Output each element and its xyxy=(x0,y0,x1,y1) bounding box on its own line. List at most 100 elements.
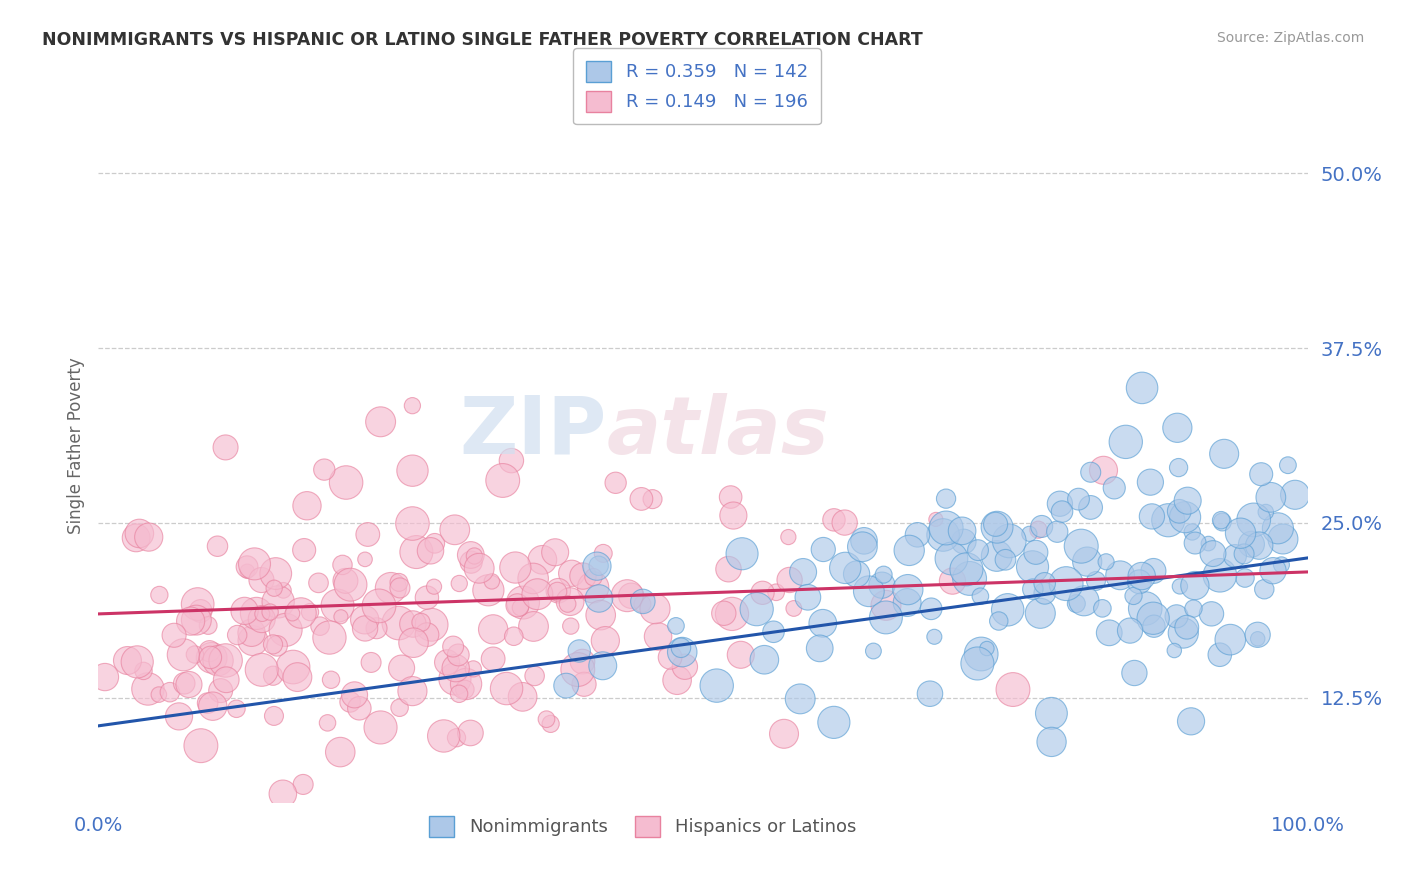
Point xyxy=(1021,559,1043,574)
Point xyxy=(588,591,610,606)
Point xyxy=(546,584,568,599)
Point xyxy=(1080,500,1102,515)
Point xyxy=(950,524,973,538)
Point xyxy=(666,673,689,688)
Point xyxy=(449,687,471,701)
Point xyxy=(354,622,377,636)
Point xyxy=(243,557,266,571)
Point xyxy=(201,699,224,714)
Point xyxy=(1211,513,1233,527)
Point xyxy=(190,739,212,753)
Point xyxy=(1092,463,1115,477)
Point xyxy=(319,673,342,687)
Point xyxy=(1109,568,1132,582)
Point xyxy=(482,623,505,637)
Point xyxy=(132,664,155,678)
Point xyxy=(1168,579,1191,593)
Point xyxy=(127,655,149,669)
Point xyxy=(920,601,942,615)
Point xyxy=(1142,611,1164,625)
Point xyxy=(851,540,873,554)
Point xyxy=(588,558,610,573)
Point xyxy=(631,594,654,608)
Point xyxy=(572,677,595,691)
Point xyxy=(1277,458,1299,473)
Point xyxy=(512,596,534,610)
Point xyxy=(544,545,567,559)
Point xyxy=(797,591,820,605)
Point xyxy=(858,584,880,599)
Point xyxy=(423,580,446,594)
Point xyxy=(1123,665,1146,680)
Point xyxy=(783,601,806,615)
Point xyxy=(808,641,831,656)
Point xyxy=(1254,505,1277,519)
Point xyxy=(343,688,366,702)
Point xyxy=(401,399,423,413)
Point xyxy=(460,726,482,740)
Point xyxy=(501,453,523,467)
Point xyxy=(779,573,801,587)
Point xyxy=(896,595,918,609)
Point xyxy=(789,691,811,706)
Point xyxy=(125,531,148,545)
Point xyxy=(443,523,465,537)
Point xyxy=(1119,624,1142,638)
Point xyxy=(925,512,948,526)
Point xyxy=(326,599,349,613)
Point xyxy=(1201,607,1223,621)
Point xyxy=(1122,589,1144,603)
Point xyxy=(1067,492,1090,507)
Point xyxy=(502,629,524,643)
Point xyxy=(262,669,284,683)
Point xyxy=(1209,568,1232,582)
Point xyxy=(117,654,139,668)
Point xyxy=(391,661,413,675)
Point xyxy=(1157,513,1180,527)
Point xyxy=(811,616,834,631)
Point xyxy=(875,610,897,624)
Point xyxy=(620,589,643,603)
Point xyxy=(987,614,1010,628)
Point xyxy=(1143,619,1166,633)
Point xyxy=(592,546,614,560)
Point xyxy=(1271,532,1294,546)
Point xyxy=(1115,434,1137,449)
Point xyxy=(823,513,845,527)
Point xyxy=(281,660,304,674)
Point xyxy=(616,589,638,603)
Point xyxy=(388,575,411,590)
Point xyxy=(250,612,273,626)
Legend: Nonimmigrants, Hispanics or Latinos: Nonimmigrants, Hispanics or Latinos xyxy=(422,808,863,844)
Point xyxy=(1209,648,1232,662)
Point xyxy=(416,627,439,641)
Point xyxy=(966,657,988,671)
Point xyxy=(523,669,546,683)
Point xyxy=(1175,620,1198,634)
Point xyxy=(1219,632,1241,647)
Point xyxy=(924,630,946,644)
Point xyxy=(314,462,336,476)
Text: Source: ZipAtlas.com: Source: ZipAtlas.com xyxy=(1216,31,1364,45)
Point xyxy=(159,685,181,699)
Point xyxy=(986,520,1008,534)
Point xyxy=(1213,447,1236,461)
Point xyxy=(281,607,304,621)
Point xyxy=(468,561,491,575)
Point xyxy=(1001,682,1024,697)
Point xyxy=(935,521,957,535)
Point xyxy=(665,619,688,633)
Point xyxy=(1270,558,1292,572)
Point xyxy=(568,644,591,658)
Point xyxy=(353,613,375,627)
Point xyxy=(522,619,544,633)
Point xyxy=(823,715,845,730)
Point xyxy=(1174,510,1197,524)
Text: ZIP: ZIP xyxy=(458,392,606,471)
Point xyxy=(572,569,595,583)
Point xyxy=(401,464,423,478)
Point xyxy=(941,551,963,566)
Point xyxy=(1142,564,1164,578)
Point xyxy=(631,597,654,611)
Point xyxy=(388,581,411,595)
